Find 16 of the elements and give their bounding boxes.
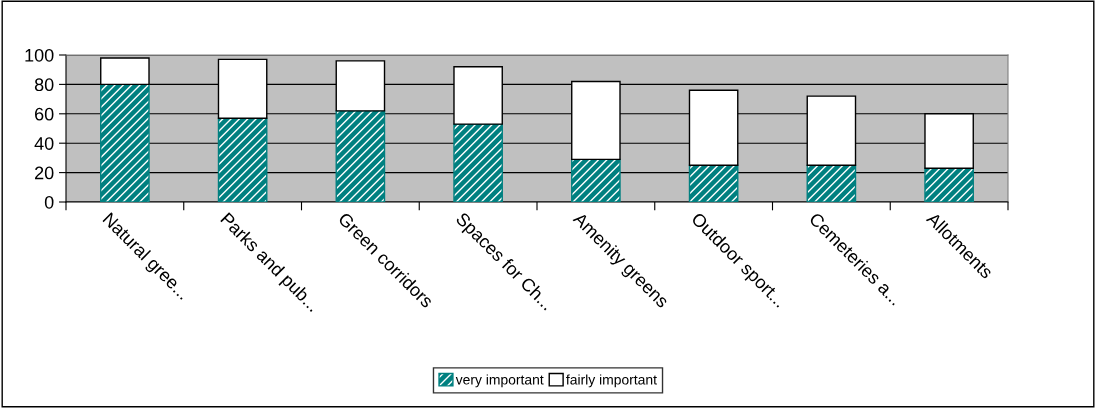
bar (688, 164, 739, 202)
bar (453, 123, 503, 202)
bar (806, 164, 857, 202)
bar (335, 110, 386, 202)
y-tick-label: 20 (35, 166, 54, 180)
bar (924, 167, 974, 202)
legend-label: very important (455, 374, 544, 388)
y-tick-label: 80 (34, 78, 54, 92)
legend-label: fairly important (566, 374, 657, 388)
y-tick-label: 60 (35, 107, 54, 121)
y-tick-label: 0 (44, 195, 54, 209)
y-tick-label: 40 (34, 137, 54, 150)
y-tick-label: 100 (25, 48, 54, 62)
bar (100, 83, 150, 202)
bar (571, 158, 621, 202)
bar (217, 117, 268, 202)
